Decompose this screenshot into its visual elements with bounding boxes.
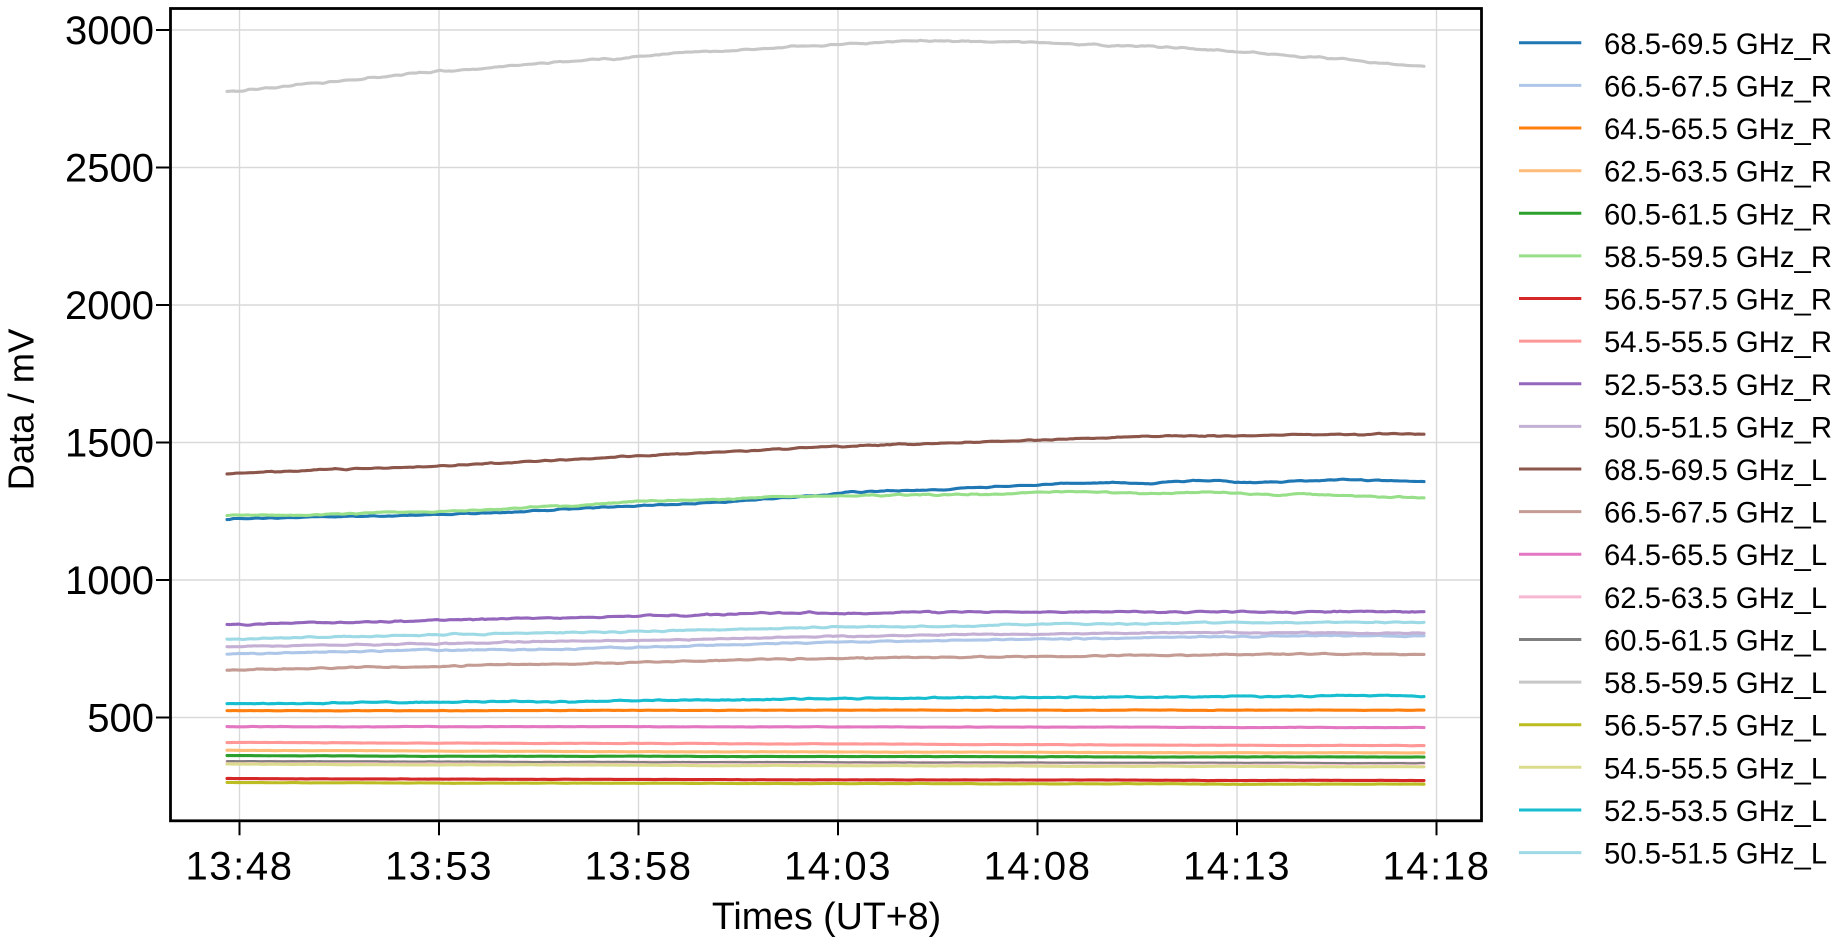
svg-text:13:48: 13:48 bbox=[185, 845, 293, 889]
svg-text:50.5-51.5 GHz_R: 50.5-51.5 GHz_R bbox=[1604, 411, 1832, 444]
svg-text:68.5-69.5 GHz_R: 68.5-69.5 GHz_R bbox=[1604, 28, 1832, 61]
svg-text:54.5-55.5 GHz_L: 54.5-55.5 GHz_L bbox=[1604, 752, 1827, 785]
svg-text:56.5-57.5 GHz_R: 56.5-57.5 GHz_R bbox=[1604, 284, 1832, 317]
svg-text:60.5-61.5 GHz_R: 60.5-61.5 GHz_R bbox=[1604, 198, 1832, 231]
svg-text:60.5-61.5 GHz_L: 60.5-61.5 GHz_L bbox=[1604, 625, 1827, 658]
svg-text:14:18: 14:18 bbox=[1382, 845, 1490, 889]
svg-text:50.5-51.5 GHz_L: 50.5-51.5 GHz_L bbox=[1604, 838, 1827, 871]
svg-text:Times (UT+8): Times (UT+8) bbox=[712, 895, 941, 937]
svg-text:3000: 3000 bbox=[65, 9, 154, 53]
svg-text:68.5-69.5 GHz_L: 68.5-69.5 GHz_L bbox=[1604, 454, 1827, 487]
svg-text:58.5-59.5 GHz_R: 58.5-59.5 GHz_R bbox=[1604, 241, 1832, 274]
svg-text:14:13: 14:13 bbox=[1183, 845, 1291, 889]
svg-text:14:08: 14:08 bbox=[983, 845, 1091, 889]
svg-text:64.5-65.5 GHz_L: 64.5-65.5 GHz_L bbox=[1604, 539, 1827, 572]
svg-text:52.5-53.5 GHz_L: 52.5-53.5 GHz_L bbox=[1604, 795, 1827, 828]
svg-text:64.5-65.5 GHz_R: 64.5-65.5 GHz_R bbox=[1604, 113, 1832, 146]
svg-text:13:58: 13:58 bbox=[584, 845, 692, 889]
svg-text:52.5-53.5 GHz_R: 52.5-53.5 GHz_R bbox=[1604, 369, 1832, 402]
svg-text:56.5-57.5 GHz_L: 56.5-57.5 GHz_L bbox=[1604, 710, 1827, 743]
svg-text:500: 500 bbox=[87, 697, 154, 741]
svg-text:62.5-63.5 GHz_L: 62.5-63.5 GHz_L bbox=[1604, 582, 1827, 615]
svg-text:Data / mV: Data / mV bbox=[1, 328, 42, 491]
svg-text:58.5-59.5 GHz_L: 58.5-59.5 GHz_L bbox=[1604, 667, 1827, 700]
svg-text:66.5-67.5 GHz_R: 66.5-67.5 GHz_R bbox=[1604, 70, 1832, 103]
svg-text:1000: 1000 bbox=[65, 559, 154, 603]
svg-text:13:53: 13:53 bbox=[385, 845, 493, 889]
svg-text:14:03: 14:03 bbox=[784, 845, 892, 889]
svg-text:2500: 2500 bbox=[65, 147, 154, 191]
svg-text:54.5-55.5 GHz_R: 54.5-55.5 GHz_R bbox=[1604, 326, 1832, 359]
svg-text:1500: 1500 bbox=[65, 422, 154, 466]
svg-text:66.5-67.5 GHz_L: 66.5-67.5 GHz_L bbox=[1604, 497, 1827, 530]
svg-text:2000: 2000 bbox=[65, 284, 154, 328]
svg-text:62.5-63.5 GHz_R: 62.5-63.5 GHz_R bbox=[1604, 156, 1832, 189]
